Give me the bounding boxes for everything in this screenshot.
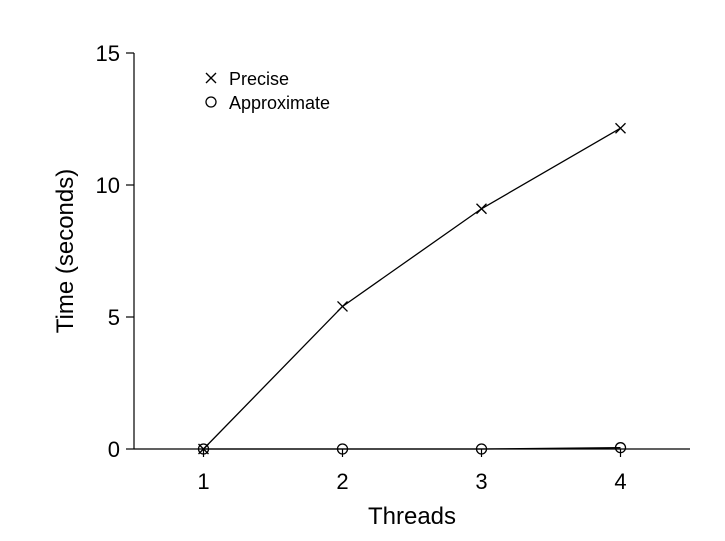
x-marker-stroke: [476, 203, 487, 215]
axes: 0 5 10 15 1 2 3 4: [96, 41, 690, 494]
series-layer: [197, 122, 627, 455]
x-marker: [205, 72, 217, 84]
x-marker-stroke: [615, 122, 626, 134]
circle-marker: [336, 443, 349, 455]
x-marker: [476, 203, 487, 215]
x-tick-label: 2: [336, 469, 348, 494]
circle-marker: [197, 443, 210, 455]
x-marker: [337, 300, 348, 312]
circle-marker: [614, 442, 627, 454]
x-marker-stroke: [205, 72, 217, 84]
circle-marker: [205, 96, 217, 108]
circle-marker: [475, 443, 488, 455]
y-axis-title: Time (seconds): [52, 169, 79, 333]
x-axis-title: Threads: [368, 503, 456, 530]
x-marker: [615, 122, 626, 134]
series-line-approximate: [203, 447, 621, 450]
x-marker-stroke: [337, 300, 348, 312]
y-tick-label: 5: [108, 305, 120, 330]
x-tick-label: 3: [475, 469, 487, 494]
series-line-precise: [203, 127, 621, 450]
legend-label-precise: Precise: [229, 69, 289, 89]
legend: Precise Approximate: [205, 69, 330, 113]
x-tick-label: 1: [197, 469, 209, 494]
y-tick-label: 10: [96, 173, 120, 198]
legend-label-approximate: Approximate: [229, 93, 330, 113]
y-tick-label: 15: [96, 41, 120, 66]
y-tick-label: 0: [108, 437, 120, 462]
x-tick-label: 4: [614, 469, 626, 494]
